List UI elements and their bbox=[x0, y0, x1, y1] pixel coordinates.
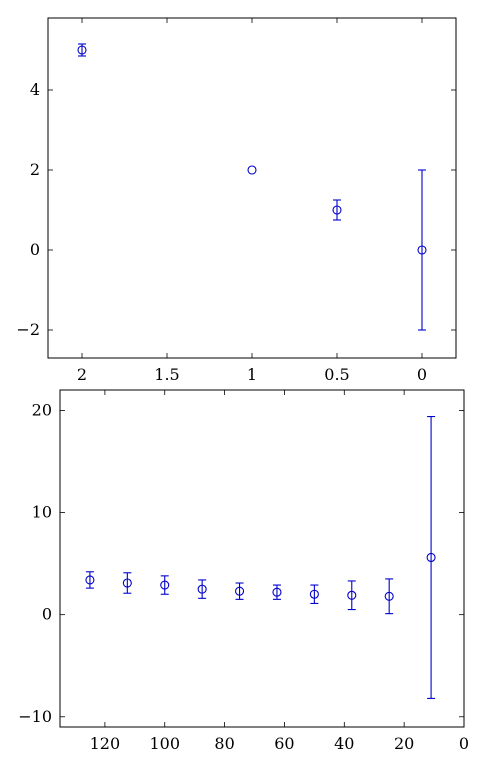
data-point bbox=[197, 584, 207, 594]
y-tick-label: −2 bbox=[16, 320, 40, 339]
data-point bbox=[426, 552, 436, 563]
data-point bbox=[384, 591, 394, 601]
data-point bbox=[247, 165, 257, 175]
x-tick-label: 20 bbox=[394, 734, 414, 753]
data-point bbox=[272, 587, 282, 597]
y-tick-label: 0 bbox=[42, 605, 52, 624]
y-tick-label: 4 bbox=[30, 80, 40, 99]
data-point bbox=[85, 575, 95, 585]
data-point bbox=[332, 205, 342, 215]
data-point bbox=[160, 580, 170, 590]
x-tick-label: 120 bbox=[90, 734, 121, 753]
x-tick-label: 80 bbox=[214, 734, 234, 753]
x-tick-label: 1.5 bbox=[154, 365, 179, 384]
x-tick-label: 0 bbox=[417, 365, 427, 384]
y-tick-label: 10 bbox=[32, 503, 52, 522]
y-tick-label: 20 bbox=[32, 400, 52, 419]
y-tick-label: 2 bbox=[30, 160, 40, 179]
y-tick-label: 0 bbox=[30, 240, 40, 259]
bottom-chart: 120 100 80 60 40 20 0 −10 0 10 20 bbox=[18, 389, 469, 753]
data-point bbox=[235, 586, 245, 596]
plot-area-frame bbox=[59, 389, 465, 728]
data-point bbox=[77, 45, 87, 55]
data-point bbox=[417, 245, 427, 255]
x-tick-label: 1 bbox=[247, 365, 257, 384]
data-point bbox=[122, 578, 132, 588]
x-tick-label: 0 bbox=[459, 734, 469, 753]
x-tick-label: 0.5 bbox=[324, 365, 349, 384]
data-point bbox=[309, 589, 319, 599]
y-tick-label: −10 bbox=[18, 707, 52, 726]
data-point bbox=[347, 590, 357, 600]
top-chart: 2 1.5 1 0.5 0 −2 0 2 4 bbox=[16, 17, 457, 384]
x-tick-label: 100 bbox=[149, 734, 180, 753]
x-tick-label: 40 bbox=[334, 734, 354, 753]
plot-area-frame bbox=[47, 17, 457, 359]
x-tick-label: 2 bbox=[77, 365, 87, 384]
x-tick-label: 60 bbox=[274, 734, 294, 753]
